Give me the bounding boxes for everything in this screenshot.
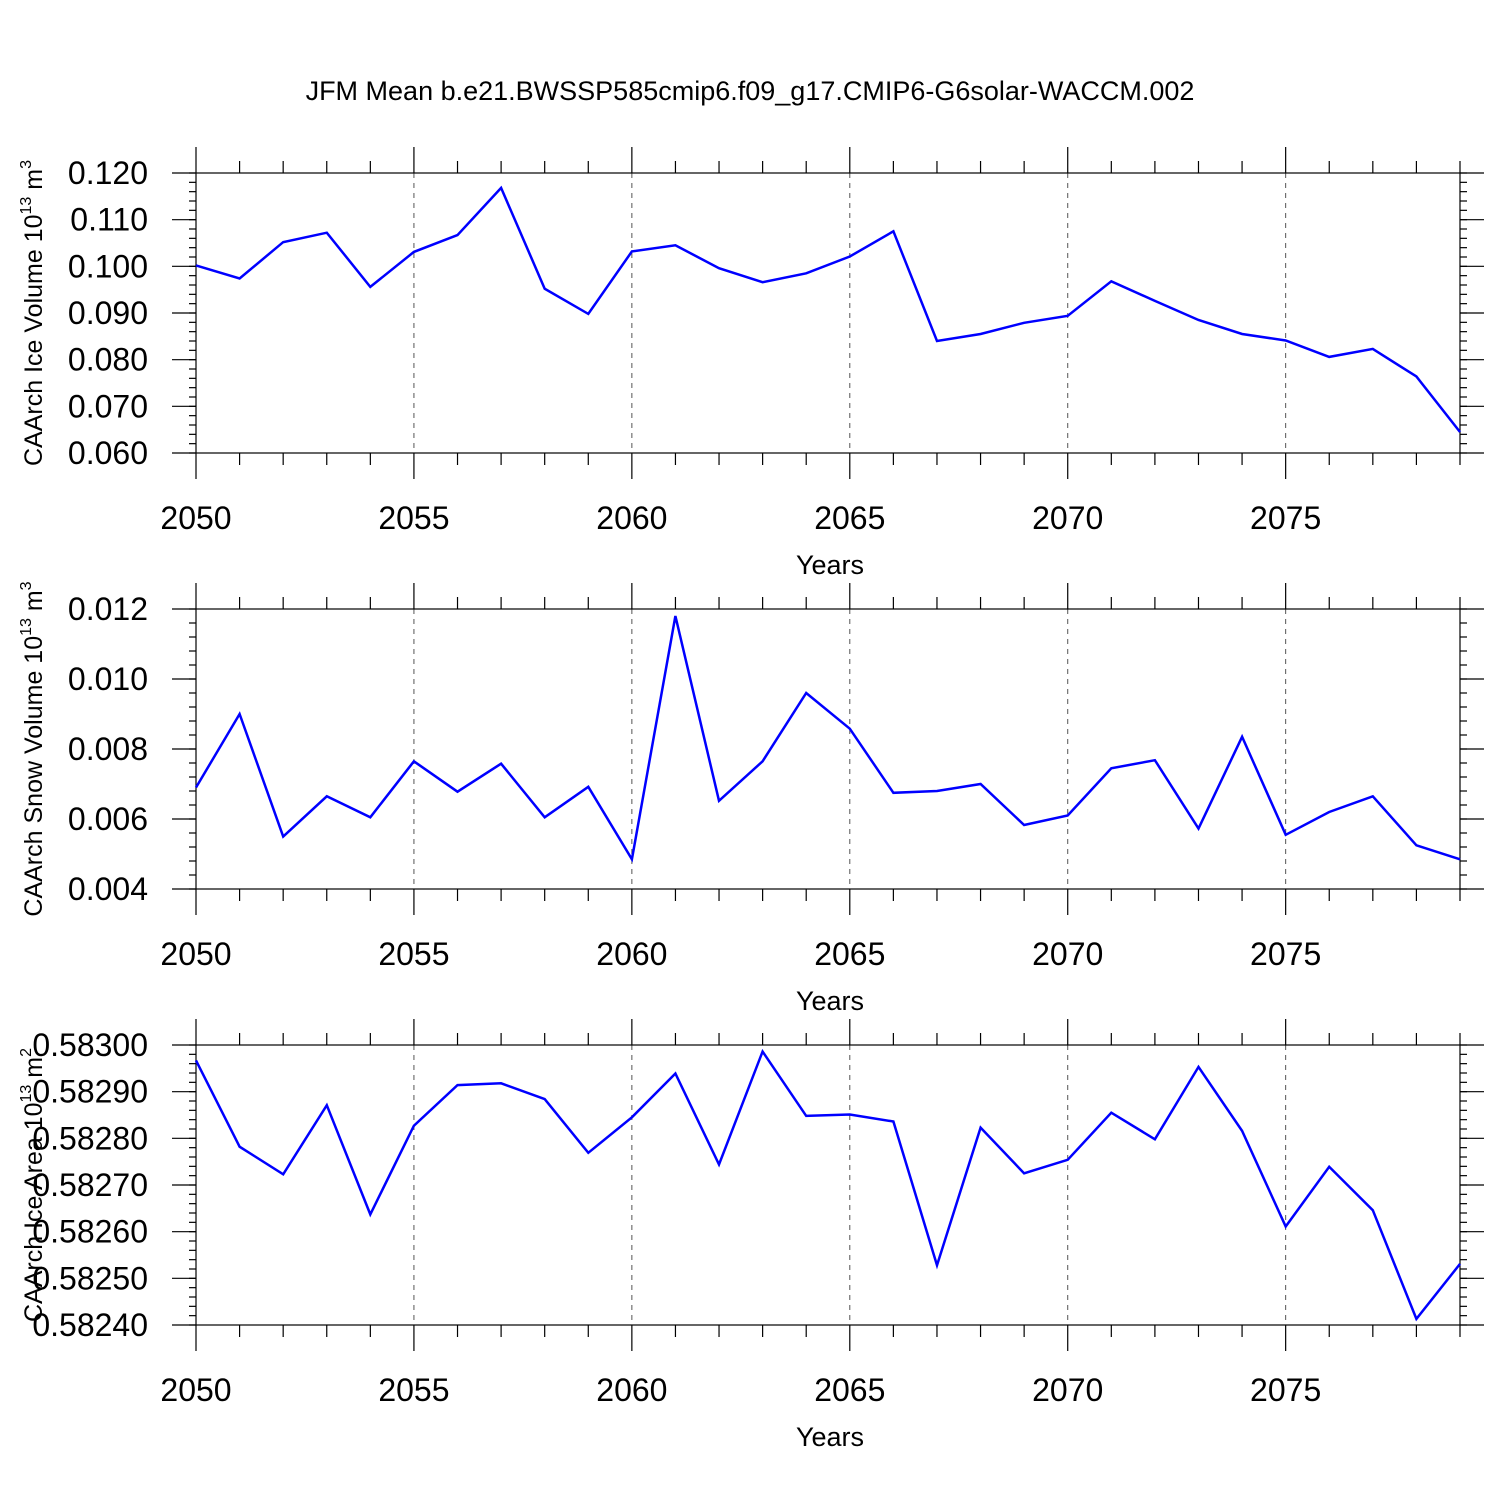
x-tick-label-2065: 2065 — [814, 936, 885, 972]
y-tick-label: 0.090 — [68, 295, 148, 331]
y-tick-label: 0.060 — [68, 435, 148, 471]
series-line-ice-volume — [195, 185, 1461, 433]
y-tick-label: 0.120 — [68, 155, 148, 191]
x-tick-label-2050: 2050 — [160, 1372, 231, 1408]
x-tick-label-2075: 2075 — [1250, 936, 1321, 972]
y-tick-label: 0.58280 — [32, 1120, 148, 1156]
panels: 2050 2055 2060 2065 2070 2075 0.060 0.070 0.080 0… — [18, 147, 1484, 1452]
x-tick-label-2075: 2075 — [1250, 500, 1321, 536]
plot-frame — [195, 608, 1461, 890]
x-tick-label-2050: 2050 — [160, 936, 231, 972]
x-tick-label-2065: 2065 — [814, 1372, 885, 1408]
y-tick-label: 0.006 — [68, 801, 148, 837]
x-tick-label-2060: 2060 — [596, 936, 667, 972]
x-tick-label-2050: 2050 — [160, 500, 231, 536]
y-axis-label: CAArch Snow Volume 1013 m3 — [18, 581, 48, 916]
y-tick-label: 0.58250 — [32, 1260, 148, 1296]
y-tick-label: 0.010 — [68, 661, 148, 697]
panel-snow-volume: 2050 2055 2060 2065 2070 2075 0.004 0.006 0.008 0… — [18, 581, 1484, 1016]
panel-ice-area: 2050 2055 2060 2065 2070 2075 0.58240 0.58250 0.… — [18, 1019, 1484, 1452]
x-tick-label-2055: 2055 — [378, 1372, 449, 1408]
panel-ice-volume: 2050 2055 2060 2065 2070 2075 0.060 0.070 0.080 0… — [18, 147, 1484, 580]
y-tick-label: 0.004 — [68, 871, 148, 907]
x-tick-label-2075: 2075 — [1250, 1372, 1321, 1408]
y-axis-label: CAArch Ice Area 1013 m2 — [18, 1048, 48, 1322]
y-tick-label: 0.008 — [68, 731, 148, 767]
x-tick-label-2060: 2060 — [596, 500, 667, 536]
plot-frame — [195, 172, 1461, 454]
series-line-snow-volume — [194, 615, 1461, 863]
x-axis-label: Years — [796, 1422, 864, 1452]
x-tick-label-2070: 2070 — [1032, 1372, 1103, 1408]
y-tick-label: 0.58270 — [32, 1167, 148, 1203]
y-tick-label: 0.070 — [68, 388, 148, 424]
y-tick-label: 0.58260 — [32, 1214, 148, 1250]
x-tick-label-2065: 2065 — [814, 500, 885, 536]
x-tick-label-2055: 2055 — [378, 500, 449, 536]
y-tick-label: 0.58290 — [32, 1074, 148, 1110]
x-axis-label: Years — [796, 550, 864, 580]
y-tick-label: 0.080 — [68, 342, 148, 378]
x-tick-label-2055: 2055 — [378, 936, 449, 972]
y-axis-label: CAArch Ice Volume 1013 m3 — [18, 160, 48, 466]
y-tick-label: 0.58240 — [32, 1307, 148, 1343]
x-tick-label-2070: 2070 — [1032, 936, 1103, 972]
y-tick-label: 0.012 — [68, 591, 148, 627]
x-axis-label: Years — [796, 986, 864, 1016]
y-tick-label: 0.58300 — [32, 1027, 148, 1063]
x-tick-label-2070: 2070 — [1032, 500, 1103, 536]
x-tick-label-2060: 2060 — [596, 1372, 667, 1408]
y-tick-label: 0.100 — [68, 248, 148, 284]
series-line-ice-area — [194, 1048, 1461, 1322]
y-tick-label: 0.110 — [70, 202, 148, 238]
chart-title: JFM Mean b.e21.BWSSP585cmip6.f09_g17.CMI… — [306, 76, 1195, 106]
